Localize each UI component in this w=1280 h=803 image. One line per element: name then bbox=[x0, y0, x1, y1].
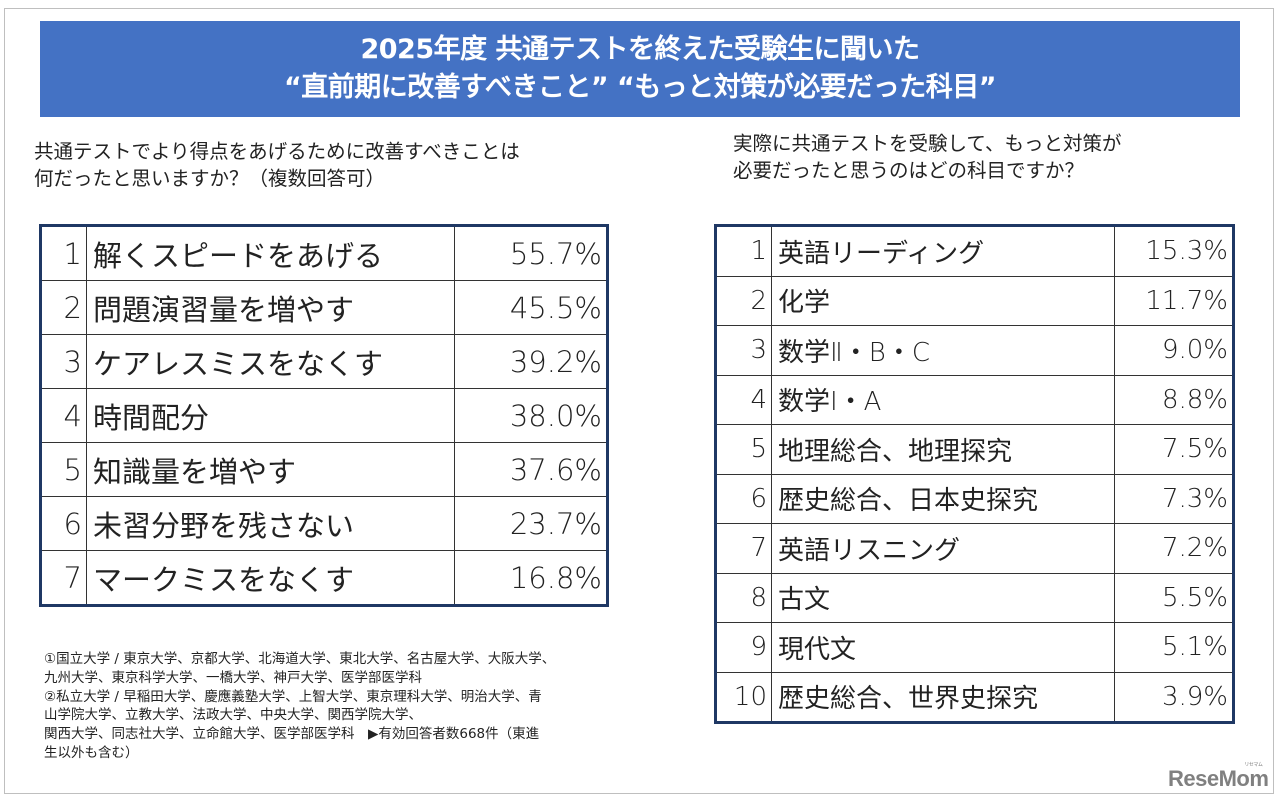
rank-percent: 7.2% bbox=[1114, 523, 1234, 574]
table-row: 10 歴史総合、世界史探究 3.9% bbox=[715, 671, 1234, 723]
rank-label: 化学 bbox=[771, 275, 1115, 326]
table-row: 3 ケアレスミスをなくす 39.2% bbox=[40, 334, 608, 389]
rank-percent: 23.7% bbox=[454, 496, 608, 551]
rank-percent: 7.5% bbox=[1114, 424, 1234, 475]
rank-number: 1 bbox=[715, 225, 772, 277]
table-row: 5 知識量を増やす 37.6% bbox=[40, 442, 608, 497]
rank-number: 4 bbox=[715, 374, 772, 425]
rank-percent: 5.1% bbox=[1114, 622, 1234, 673]
rank-percent: 55.7% bbox=[454, 225, 608, 281]
footnote-line: 生以外も含む） bbox=[44, 744, 139, 761]
rank-number: 2 bbox=[715, 275, 772, 326]
table-row: 7 英語リスニング 7.2% bbox=[715, 523, 1234, 574]
rank-number: 5 bbox=[40, 442, 87, 497]
footnote-line: ①国立大学 / 東京大学、京都大学、北海道大学、東北大学、名古屋大学、大阪大学、 bbox=[44, 651, 556, 667]
rank-percent: 37.6% bbox=[454, 442, 608, 497]
rank-number: 9 bbox=[715, 622, 772, 673]
table-row: 6 未習分野を残さない 23.7% bbox=[40, 496, 608, 551]
rank-percent: 39.2% bbox=[454, 334, 608, 389]
footnote-line: 九州大学、東京科学大学、一橋大学、神戸大学、医学部医学科 bbox=[44, 669, 422, 686]
rank-number: 3 bbox=[715, 325, 772, 376]
right-question: 実際に共通テストを受験して、もっと対策が 必要だったと思うのはどの科目ですか？ bbox=[733, 130, 1253, 184]
rank-label: 英語リスニング bbox=[771, 523, 1115, 574]
right-question-line-2: 必要だったと思うのはどの科目ですか？ bbox=[733, 159, 1085, 182]
rank-number: 1 bbox=[40, 225, 87, 281]
footnote-line: 山学院大学、立教大学、法政大学、中央大学、関西学院大学、 bbox=[44, 707, 422, 724]
table-row: 3 数学Ⅱ・B・C 9.0% bbox=[715, 325, 1234, 376]
table-row: 1 解くスピードをあげる 55.7% bbox=[40, 225, 608, 281]
title-banner: 2025年度 共通テストを終えた受験生に聞いた “直前期に改善すべきこと” “も… bbox=[40, 21, 1240, 117]
rank-percent: 8.8% bbox=[1114, 374, 1234, 425]
rank-number: 5 bbox=[715, 424, 772, 475]
table-row: 2 問題演習量を増やす 45.5% bbox=[40, 280, 608, 335]
left-question: 共通テストでより得点をあげるために改善すべきことは 何だったと思いますか？（複数… bbox=[34, 138, 654, 192]
table-row: 2 化学 11.7% bbox=[715, 275, 1234, 326]
rank-label: 地理総合、地理探究 bbox=[771, 424, 1115, 475]
table-row: 1 英語リーディング 15.3% bbox=[715, 225, 1234, 277]
rank-label: マークミスをなくす bbox=[86, 550, 455, 606]
resemom-logo: ReseMom リセマム bbox=[1168, 762, 1269, 792]
rank-label: 解くスピードをあげる bbox=[86, 225, 455, 281]
table-row: 8 古文 5.5% bbox=[715, 572, 1234, 623]
rank-label: ケアレスミスをなくす bbox=[86, 334, 455, 389]
rank-number: 10 bbox=[715, 671, 772, 723]
rank-label: 未習分野を残さない bbox=[86, 496, 455, 551]
rank-percent: 5.5% bbox=[1114, 572, 1234, 623]
rank-label: 知識量を増やす bbox=[86, 442, 455, 497]
rank-label: 数学Ⅰ・A bbox=[771, 374, 1115, 425]
footnote-line: ②私立大学 / 早稲田大学、慶應義塾大学、上智大学、東京理科大学、明治大学、青 bbox=[44, 688, 542, 705]
table-row: 4 時間配分 38.0% bbox=[40, 388, 608, 443]
table-row: 6 歴史総合、日本史探究 7.3% bbox=[715, 473, 1234, 524]
improvement-ranking-table: 1 解くスピードをあげる 55.7% 2 問題演習量を増やす 45.5% 3 ケ… bbox=[39, 224, 609, 607]
logo-text: ReseMom bbox=[1168, 766, 1269, 791]
rank-percent: 45.5% bbox=[454, 280, 608, 335]
rank-label: 英語リーディング bbox=[771, 225, 1115, 277]
rank-percent: 15.3% bbox=[1114, 225, 1234, 277]
footnotes: ①国立大学 / 東京大学、京都大学、北海道大学、東北大学、名古屋大学、大阪大学、… bbox=[44, 650, 664, 763]
rank-label: 歴史総合、世界史探究 bbox=[771, 671, 1115, 723]
rank-number: 4 bbox=[40, 388, 87, 443]
rank-percent: 16.8% bbox=[454, 550, 608, 606]
rank-number: 8 bbox=[715, 572, 772, 623]
rank-number: 3 bbox=[40, 334, 87, 389]
rank-percent: 3.9% bbox=[1114, 671, 1234, 723]
rank-number: 7 bbox=[40, 550, 87, 606]
rank-label: 時間配分 bbox=[86, 388, 455, 443]
title-line-2: “直前期に改善すべきこと” “もっと対策が必要だった科目” bbox=[284, 72, 997, 103]
table-row: 7 マークミスをなくす 16.8% bbox=[40, 550, 608, 606]
rank-percent: 7.3% bbox=[1114, 473, 1234, 524]
rank-label: 数学Ⅱ・B・C bbox=[771, 325, 1115, 376]
title-line-1: 2025年度 共通テストを終えた受験生に聞いた bbox=[360, 34, 920, 65]
rank-number: 6 bbox=[40, 496, 87, 551]
rank-number: 2 bbox=[40, 280, 87, 335]
table-row: 5 地理総合、地理探究 7.5% bbox=[715, 424, 1234, 475]
right-question-line-1: 実際に共通テストを受験して、もっと対策が bbox=[733, 132, 1122, 155]
subject-ranking-table: 1 英語リーディング 15.3% 2 化学 11.7% 3 数学Ⅱ・B・C 9.… bbox=[714, 224, 1235, 724]
rank-number: 7 bbox=[715, 523, 772, 574]
rank-label: 現代文 bbox=[771, 622, 1115, 673]
rank-label: 古文 bbox=[771, 572, 1115, 623]
rank-percent: 38.0% bbox=[454, 388, 608, 443]
table-row: 9 現代文 5.1% bbox=[715, 622, 1234, 673]
footnote-line: 関西大学、同志社大学、立命館大学、医学部医学科 ▶有効回答者数668件（東進 bbox=[44, 726, 540, 743]
rank-label: 歴史総合、日本史探究 bbox=[771, 473, 1115, 524]
logo-kana: リセマム bbox=[1244, 762, 1263, 768]
table-row: 4 数学Ⅰ・A 8.8% bbox=[715, 374, 1234, 425]
rank-label: 問題演習量を増やす bbox=[86, 280, 455, 335]
page-frame bbox=[4, 8, 1274, 794]
left-question-line-1: 共通テストでより得点をあげるために改善すべきことは bbox=[34, 140, 520, 163]
left-question-line-2: 何だったと思いますか？（複数回答可） bbox=[34, 167, 386, 190]
rank-percent: 11.7% bbox=[1114, 275, 1234, 326]
rank-percent: 9.0% bbox=[1114, 325, 1234, 376]
rank-number: 6 bbox=[715, 473, 772, 524]
